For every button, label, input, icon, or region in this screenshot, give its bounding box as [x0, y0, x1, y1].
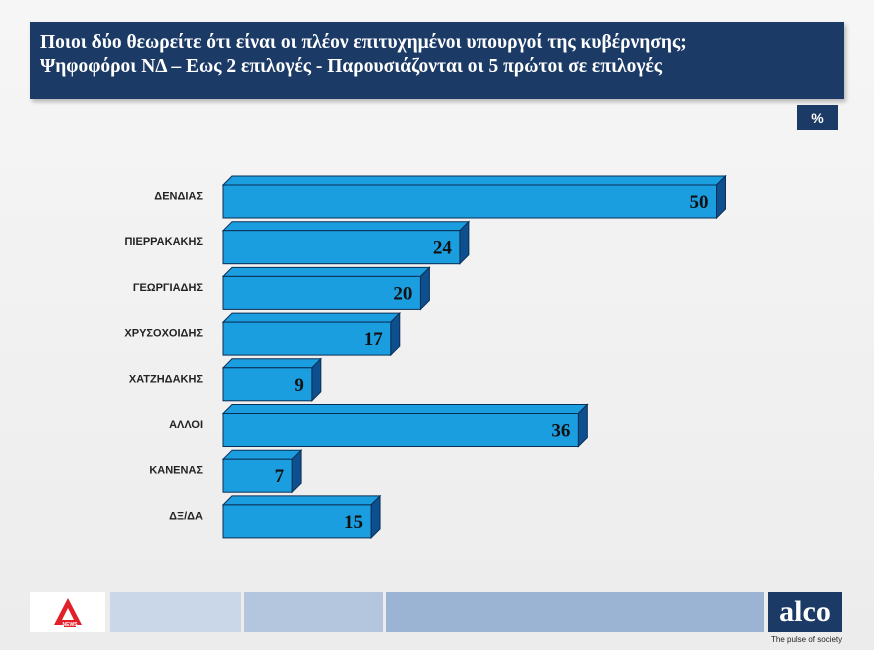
bar-group: 15 ΔΞ/ΔΑ	[169, 494, 382, 540]
bar-top-face	[221, 449, 303, 460]
title-question: Ποιοι δύο θεωρείτε ότι είναι οι πλέον επ…	[40, 32, 687, 53]
bar-group: 20 ΓΕΩΡΓΙΑΔΗΣ	[133, 266, 431, 311]
category-label: ΧΡΥΣΟΧΟΙΔΗΣ	[124, 328, 203, 340]
title-banner: Ποιοι δύο θεωρείτε ότι είναι οι πλέον επ…	[30, 22, 844, 99]
bar-group: 50 ΔΕΝΔΙΑΣ	[154, 174, 727, 220]
bar	[222, 458, 293, 493]
bar	[222, 321, 392, 356]
bar-top-face	[221, 358, 323, 369]
bar-value-label: 17	[364, 329, 384, 350]
bar	[222, 230, 461, 265]
category-label: ΔΕΝΔΙΑΣ	[154, 191, 203, 203]
bar-top-face	[221, 175, 727, 186]
alpha-logo-icon: NEWS	[53, 598, 82, 628]
bar-top-face	[221, 266, 431, 277]
footer-segment-2	[244, 592, 383, 632]
bar-value-label: 9	[294, 375, 304, 396]
category-label: ΠΙΕΡΡΑΚΑΚΗΣ	[124, 236, 203, 248]
alco-logo: alco	[768, 592, 842, 632]
bar-top-face	[221, 404, 589, 414]
bar-value-label: 15	[344, 512, 363, 533]
category-label: ΚΑΝΕΝΑΣ	[149, 465, 203, 477]
bar	[222, 413, 579, 447]
bar-group: 17 ΧΡΥΣΟΧΟΙΔΗΣ	[124, 311, 401, 357]
bar	[222, 504, 372, 539]
alpha-news-logo: NEWS	[30, 592, 105, 632]
footer-segment-3	[386, 592, 764, 632]
bar	[222, 367, 313, 402]
bar	[222, 275, 421, 310]
title-subtitle: Ψηφοφόροι ΝΔ – Εως 2 επιλογές - Παρουσιά…	[40, 56, 663, 77]
bar-group: 7 ΚΑΝΕΝΑΣ	[149, 448, 303, 494]
alpha-news-text: NEWS	[62, 622, 78, 628]
bar-value-label: 7	[275, 466, 285, 487]
category-label: ΧΑΤΖΗΔΑΚΗΣ	[129, 373, 203, 385]
bar-group: 24 ΠΙΕΡΡΑΚΑΚΗΣ	[124, 220, 471, 265]
category-label: ΑΛΛΟΙ	[169, 419, 203, 431]
bar-value-label: 20	[393, 283, 412, 304]
bar-value-label: 24	[433, 238, 453, 259]
bar	[222, 184, 717, 219]
bar-top-face	[221, 221, 471, 232]
bar-value-label: 36	[551, 421, 570, 442]
bar-group: 36 ΑΛΛΟΙ	[169, 403, 589, 448]
bar-value-label: 50	[690, 192, 709, 213]
category-label: ΓΕΩΡΓΙΑΔΗΣ	[133, 282, 204, 294]
bar-top-face	[221, 312, 401, 323]
bar-top-face	[221, 495, 382, 506]
category-label: ΔΞ/ΔΑ	[169, 510, 203, 522]
alco-tagline: The pulse of society	[771, 635, 843, 644]
bar-group: 9 ΧΑΤΖΗΔΑΚΗΣ	[129, 357, 323, 403]
unit-badge: %	[797, 105, 838, 130]
footer-segment-1	[110, 592, 241, 632]
